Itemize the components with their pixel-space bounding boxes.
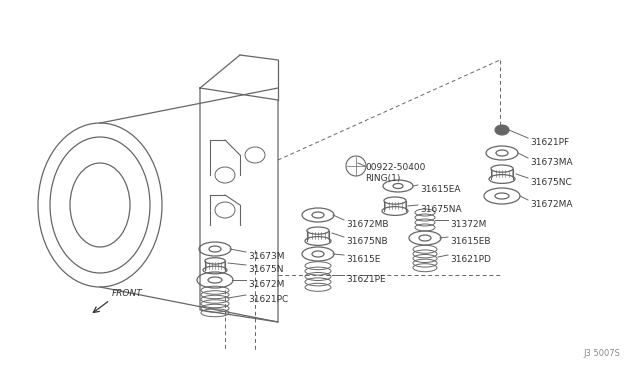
Text: 31615E: 31615E	[346, 255, 380, 264]
Text: 31675NC: 31675NC	[530, 178, 572, 187]
Text: 31672MA: 31672MA	[530, 200, 573, 209]
Text: J3 5007S: J3 5007S	[583, 349, 620, 358]
Text: 31675NA: 31675NA	[420, 205, 461, 214]
Text: 00922-50400: 00922-50400	[365, 163, 426, 172]
Text: 31673MA: 31673MA	[530, 158, 573, 167]
Text: 31621PF: 31621PF	[530, 138, 569, 147]
Text: 31672M: 31672M	[248, 280, 284, 289]
Text: 31621PE: 31621PE	[346, 275, 386, 284]
Text: 31675NB: 31675NB	[346, 237, 388, 246]
Text: 31615EA: 31615EA	[420, 185, 461, 194]
Text: 31672MB: 31672MB	[346, 220, 388, 229]
Text: 31675N: 31675N	[248, 265, 284, 274]
Text: 31673M: 31673M	[248, 252, 285, 261]
Text: 31621PC: 31621PC	[248, 295, 288, 304]
Text: RING(1): RING(1)	[365, 174, 401, 183]
Ellipse shape	[495, 125, 509, 135]
Text: FRONT: FRONT	[112, 289, 143, 298]
Text: 31621PD: 31621PD	[450, 255, 491, 264]
Text: 31372M: 31372M	[450, 220, 486, 229]
Text: 31615EB: 31615EB	[450, 237, 490, 246]
